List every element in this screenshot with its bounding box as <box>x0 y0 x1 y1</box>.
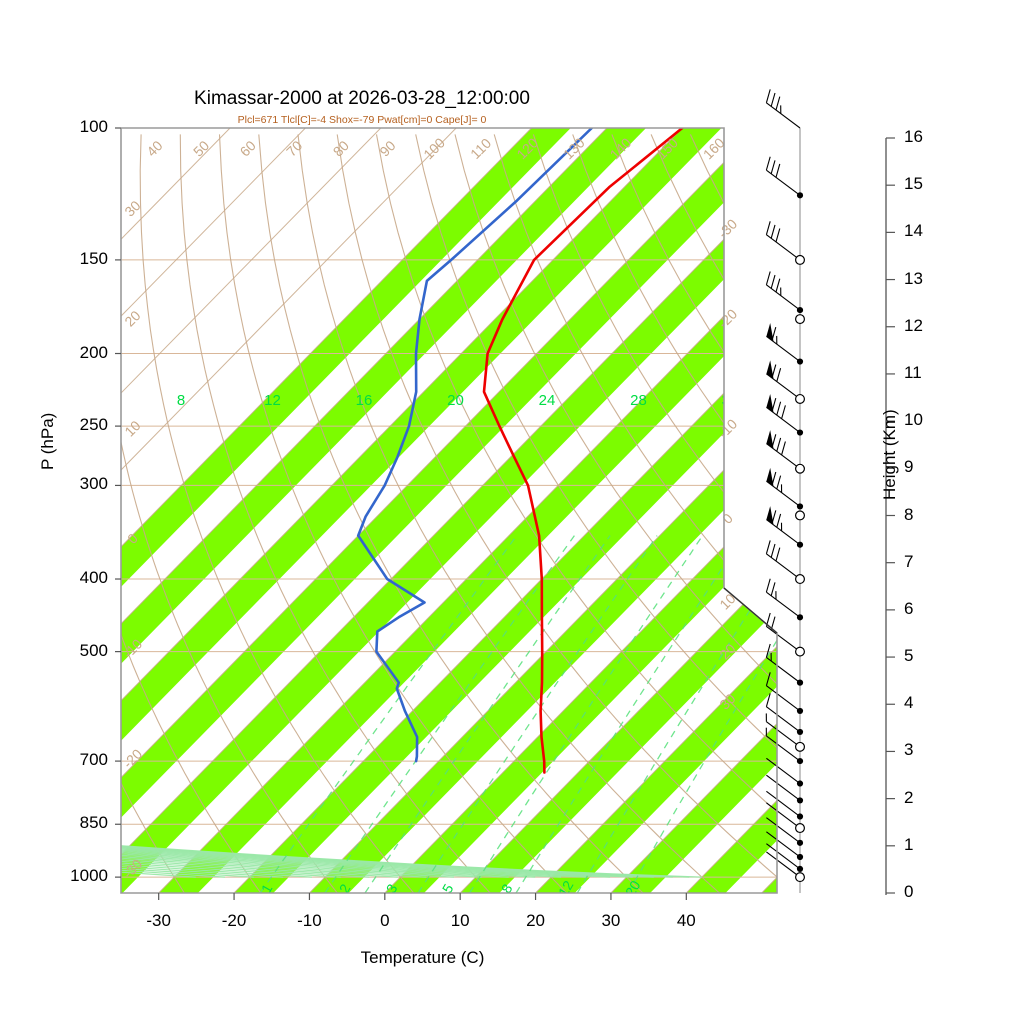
svg-text:12: 12 <box>264 392 281 409</box>
x-axis-title: Temperature (C) <box>360 948 485 967</box>
height-tick: 3 <box>904 740 914 760</box>
pressure-tick: 1000 <box>70 866 108 886</box>
page-title: Kimassar-2000 at 2026-03-28_12:00:00 <box>194 88 530 109</box>
height-tick: 5 <box>904 646 914 666</box>
temperature-tick: -30 <box>146 911 171 930</box>
pressure-tick: 400 <box>79 568 108 588</box>
pressure-tick: 500 <box>79 640 108 660</box>
temperature-tick: 30 <box>601 911 621 930</box>
temperature-tick: -20 <box>221 911 247 930</box>
height-tick: 9 <box>904 457 914 477</box>
indices-subtitle: Plcl=671 Tlcl[C]=-4 Shox=-79 Pwat[cm]=0 … <box>237 114 487 126</box>
height-tick: 15 <box>904 174 923 194</box>
height-tick: 16 <box>904 127 923 146</box>
svg-text:24: 24 <box>539 392 556 409</box>
temperature-tick: 40 <box>676 911 696 930</box>
height-tick: 14 <box>904 221 923 241</box>
height-tick: 2 <box>904 787 914 807</box>
pressure-tick: 100 <box>79 117 108 136</box>
svg-text:8: 8 <box>177 392 185 409</box>
temperature-tick: 10 <box>450 911 470 930</box>
temperature-tick: 0 <box>380 911 390 930</box>
height-axis-title: Height (Km) <box>880 409 899 500</box>
pressure-tick: 200 <box>79 342 108 362</box>
temperature-tick: 20 <box>526 911 546 930</box>
height-tick: 11 <box>904 362 922 382</box>
height-tick: 7 <box>904 551 914 571</box>
svg-text:28: 28 <box>630 392 647 409</box>
wind-barb-column <box>765 89 805 883</box>
svg-text:16: 16 <box>356 392 373 409</box>
height-tick: 10 <box>904 410 923 430</box>
height-tick: 13 <box>904 268 923 288</box>
pressure-tick: 150 <box>79 248 108 268</box>
pressure-tick: 850 <box>79 813 108 833</box>
svg-text:20: 20 <box>447 392 464 409</box>
temperature-tick: -10 <box>297 911 322 930</box>
pressure-tick: 250 <box>79 415 108 435</box>
height-tick: 8 <box>904 504 914 524</box>
height-tick: 6 <box>904 598 914 618</box>
pressure-tick: 300 <box>79 474 108 494</box>
height-tick: 4 <box>904 693 914 713</box>
height-tick: 0 <box>904 882 914 901</box>
height-tick: 1 <box>904 834 914 854</box>
pressure-tick: 700 <box>79 750 108 770</box>
height-tick: 12 <box>904 315 923 335</box>
